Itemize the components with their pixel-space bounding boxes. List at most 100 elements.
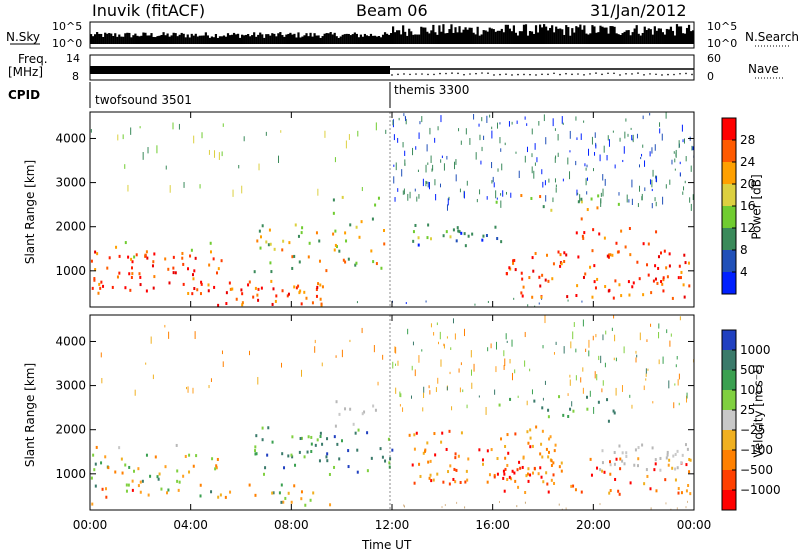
echo-cell xyxy=(458,128,460,132)
echo-cell xyxy=(293,254,296,258)
echo-cell xyxy=(338,412,341,416)
echo-cell xyxy=(581,234,584,238)
echo-cell xyxy=(442,234,445,238)
echo-cell xyxy=(529,436,532,440)
echo-cell xyxy=(385,129,387,134)
nsky-bar xyxy=(283,36,286,44)
echo-cell xyxy=(526,123,528,126)
echo-cell xyxy=(585,348,587,352)
echo-cell xyxy=(427,181,429,188)
echo-cell xyxy=(495,341,497,350)
echo-cell xyxy=(293,484,296,488)
nsky-bar xyxy=(335,36,338,44)
nsky-bar xyxy=(512,25,515,44)
echo-cell xyxy=(248,280,251,284)
echo-cell xyxy=(576,137,578,141)
echo-cell xyxy=(677,379,679,386)
echo-cell xyxy=(142,152,144,160)
nsky-bar xyxy=(381,34,385,44)
echo-cell xyxy=(514,268,517,272)
nave-point xyxy=(571,73,573,76)
echo-cell xyxy=(557,134,559,141)
nave-point xyxy=(391,74,393,76)
echo-cell xyxy=(439,331,441,340)
echo-cell xyxy=(589,390,591,397)
nsky-bar xyxy=(124,33,127,44)
echo-cell xyxy=(493,473,496,477)
echo-cell xyxy=(152,374,154,380)
echo-cell xyxy=(128,272,131,276)
echo-cell xyxy=(127,184,129,192)
echo-cell xyxy=(662,196,664,205)
echo-cell xyxy=(481,458,484,462)
echo-cell xyxy=(165,165,167,170)
echo-cell xyxy=(572,331,574,340)
echo-cell xyxy=(125,483,128,487)
echo-cell xyxy=(301,226,304,230)
echo-cell xyxy=(94,250,97,254)
nsky-bar xyxy=(609,26,612,44)
echo-cell xyxy=(613,411,616,415)
echo-cell xyxy=(657,255,660,259)
echo-cell xyxy=(248,483,251,487)
echo-cell xyxy=(100,280,103,284)
echo-cell xyxy=(517,395,519,398)
nsky-bar xyxy=(361,36,364,44)
echo-cell xyxy=(467,457,470,461)
echo-cell xyxy=(460,140,462,145)
echo-cell xyxy=(156,145,158,154)
echo-cell xyxy=(253,270,256,274)
echo-cell xyxy=(398,117,400,121)
echo-cell xyxy=(654,197,656,202)
echo-cell xyxy=(117,134,119,141)
echo-cell xyxy=(372,404,375,408)
nsky-bar xyxy=(575,26,578,44)
echo-cell xyxy=(382,354,384,360)
echo-cell xyxy=(654,277,657,281)
echo-cell xyxy=(419,474,422,478)
echo-cell xyxy=(356,301,358,304)
echo-cell xyxy=(395,363,397,366)
echo-cell xyxy=(254,286,257,290)
echo-cell xyxy=(144,253,147,257)
echo-cell xyxy=(638,277,641,281)
echo-cell xyxy=(215,466,218,470)
nsky-bar xyxy=(490,28,493,44)
echo-cell xyxy=(594,371,596,379)
echo-cell xyxy=(543,114,545,122)
echo-cell xyxy=(562,413,565,417)
echo-cell xyxy=(141,479,144,483)
nsky-bar xyxy=(238,37,242,44)
nsky-bar xyxy=(305,33,308,44)
echo-cell xyxy=(444,504,446,507)
echo-cell xyxy=(462,389,464,393)
nsky-bar xyxy=(444,33,447,44)
colorbar-swatch xyxy=(722,140,736,163)
echo-cell xyxy=(391,448,394,452)
echo-cell xyxy=(591,295,594,299)
nsky-bar xyxy=(323,33,326,44)
echo-cell xyxy=(457,229,460,233)
nsky-bar xyxy=(607,33,610,44)
echo-cell xyxy=(567,157,569,165)
echo-cell xyxy=(629,253,632,257)
echo-cell xyxy=(514,369,516,374)
nave-point xyxy=(583,74,585,76)
nsky-bar xyxy=(204,32,207,44)
echo-cell xyxy=(634,448,637,452)
echo-cell xyxy=(582,367,584,372)
echo-cell xyxy=(603,470,606,474)
echo-cell xyxy=(247,283,250,287)
echo-cell xyxy=(98,282,101,286)
echo-cell xyxy=(687,261,690,265)
echo-cell xyxy=(347,465,350,469)
echo-cell xyxy=(561,116,563,124)
cpid-mode-1: twofsound 3501 xyxy=(95,93,192,107)
echo-cell xyxy=(254,449,257,453)
echo-cell xyxy=(522,285,525,289)
echo-cell xyxy=(167,267,170,271)
nsky-bar xyxy=(311,36,314,44)
echo-cell xyxy=(617,250,620,254)
echo-cell xyxy=(683,138,685,144)
